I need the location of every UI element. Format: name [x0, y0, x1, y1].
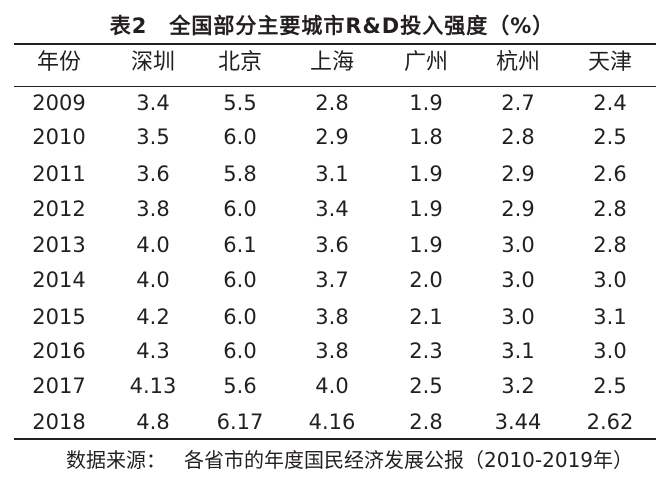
- value-cell: 1.9: [409, 197, 443, 221]
- value-cell: 1.9: [409, 91, 443, 115]
- value-cell: 4.0: [136, 233, 170, 257]
- value-cell: 3.1: [315, 162, 349, 186]
- value-cell: 2.9: [501, 162, 535, 186]
- value-cell: 3.5: [136, 125, 170, 149]
- table-row: 2016 4.3 6.0 3.8 2.3 3.1 3.0: [14, 334, 656, 368]
- table-row: 2018 4.8 6.17 4.16 2.8 3.44 2.62: [14, 405, 656, 439]
- value-cell: 3.4: [315, 197, 349, 221]
- value-cell: 5.5: [223, 91, 257, 115]
- value-cell: 5.6: [223, 374, 257, 398]
- table-row: 2015 4.2 6.0 3.8 2.1 3.0 3.1: [14, 300, 656, 334]
- table-row: 2009 3.4 5.5 2.8 1.9 2.7 2.4: [14, 86, 656, 120]
- value-cell: 4.0: [315, 374, 349, 398]
- year-cell: 2013: [32, 233, 86, 257]
- value-cell: 6.0: [223, 268, 257, 292]
- table-row: 2013 4.0 6.1 3.6 1.9 3.0 2.8: [14, 228, 656, 262]
- header-beijing: 北京: [217, 50, 262, 75]
- table-number: 表2: [109, 14, 148, 38]
- header-guangzhou: 广州: [403, 50, 448, 75]
- value-cell: 4.0: [136, 268, 170, 292]
- value-cell: 3.6: [136, 162, 170, 186]
- table-row: 2014 4.0 6.0 3.7 2.0 3.0 3.0: [14, 263, 656, 297]
- value-cell: 6.0: [223, 197, 257, 221]
- bottom-rule: [14, 438, 656, 440]
- table-row: 2010 3.5 6.0 2.9 1.8 2.8 2.5: [14, 120, 656, 154]
- value-cell: 3.1: [501, 339, 535, 363]
- top-rule: [14, 43, 656, 45]
- year-cell: 2012: [32, 197, 86, 221]
- value-cell: 6.17: [216, 410, 264, 434]
- value-cell: 3.7: [315, 268, 349, 292]
- value-cell: 4.13: [129, 374, 177, 398]
- value-cell: 3.0: [501, 305, 535, 329]
- value-cell: 4.3: [136, 339, 170, 363]
- value-cell: 4.16: [308, 410, 356, 434]
- header-tianjin: 天津: [587, 50, 632, 75]
- table-caption: 表2 全国部分主要城市R&D投入强度（%）: [0, 10, 664, 40]
- value-cell: 6.0: [223, 305, 257, 329]
- value-cell: 2.8: [593, 233, 627, 257]
- value-cell: 3.8: [315, 339, 349, 363]
- value-cell: 2.1: [409, 305, 443, 329]
- header-shenzhen: 深圳: [130, 50, 175, 75]
- value-cell: 1.8: [409, 125, 443, 149]
- value-cell: 2.5: [593, 125, 627, 149]
- source-text: 各省市的年度国民经济发展公报（2010-2019年）: [184, 448, 634, 472]
- value-cell: 2.6: [593, 162, 627, 186]
- source-note: 数据来源： 各省市的年度国民经济发展公报（2010-2019年）: [66, 443, 633, 477]
- year-cell: 2017: [32, 374, 86, 398]
- year-cell: 2011: [32, 162, 86, 186]
- value-cell: 2.0: [409, 268, 443, 292]
- table-row: 2012 3.8 6.0 3.4 1.9 2.9 2.8: [14, 192, 656, 226]
- value-cell: 3.4: [136, 91, 170, 115]
- value-cell: 2.8: [501, 125, 535, 149]
- table-row: 2017 4.13 5.6 4.0 2.5 3.2 2.5: [14, 369, 656, 403]
- value-cell: 3.0: [501, 233, 535, 257]
- value-cell: 3.0: [501, 268, 535, 292]
- year-cell: 2010: [32, 125, 86, 149]
- value-cell: 4.8: [136, 410, 170, 434]
- value-cell: 2.8: [409, 410, 443, 434]
- table-title: 全国部分主要城市R&D投入强度（%）: [169, 14, 555, 38]
- value-cell: 3.1: [593, 305, 627, 329]
- value-cell: 2.5: [593, 374, 627, 398]
- value-cell: 1.9: [409, 162, 443, 186]
- value-cell: 3.2: [501, 374, 535, 398]
- header-hangzhou: 杭州: [495, 50, 540, 75]
- value-cell: 2.7: [501, 91, 535, 115]
- value-cell: 2.8: [593, 197, 627, 221]
- value-cell: 2.5: [409, 374, 443, 398]
- value-cell: 6.0: [223, 339, 257, 363]
- value-cell: 2.8: [315, 91, 349, 115]
- header-rule: [14, 86, 656, 87]
- value-cell: 3.6: [315, 233, 349, 257]
- value-cell: 3.8: [315, 305, 349, 329]
- header-year: 年份: [36, 50, 81, 75]
- value-cell: 2.9: [315, 125, 349, 149]
- value-cell: 3.8: [136, 197, 170, 221]
- source-label: 数据来源：: [66, 448, 166, 472]
- year-cell: 2016: [32, 339, 86, 363]
- value-cell: 2.3: [409, 339, 443, 363]
- value-cell: 6.0: [223, 125, 257, 149]
- value-cell: 2.4: [593, 91, 627, 115]
- value-cell: 3.0: [593, 268, 627, 292]
- header-row: 年份 深圳 北京 上海 广州 杭州 天津: [14, 46, 656, 80]
- year-cell: 2014: [32, 268, 86, 292]
- year-cell: 2015: [32, 305, 86, 329]
- value-cell: 2.9: [501, 197, 535, 221]
- header-shanghai: 上海: [309, 50, 354, 75]
- table-row: 2011 3.6 5.8 3.1 1.9 2.9 2.6: [14, 157, 656, 191]
- year-cell: 2018: [32, 410, 86, 434]
- value-cell: 1.9: [409, 233, 443, 257]
- value-cell: 3.44: [494, 410, 542, 434]
- value-cell: 5.8: [223, 162, 257, 186]
- value-cell: 6.1: [223, 233, 257, 257]
- value-cell: 2.62: [586, 410, 634, 434]
- year-cell: 2009: [32, 91, 86, 115]
- value-cell: 4.2: [136, 305, 170, 329]
- value-cell: 3.0: [593, 339, 627, 363]
